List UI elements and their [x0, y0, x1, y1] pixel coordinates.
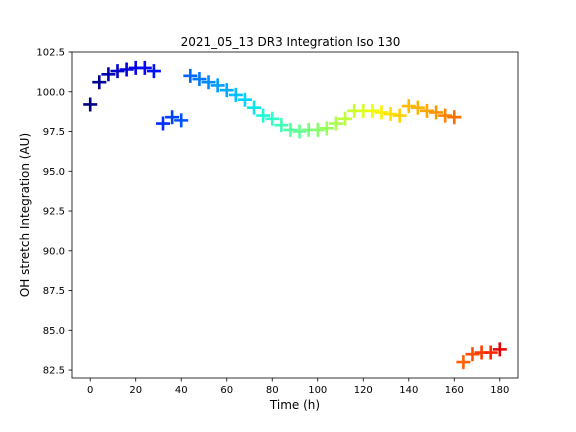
plot-area	[72, 52, 518, 378]
data-point	[328, 116, 343, 131]
y-tick-label: 102.5	[36, 48, 65, 59]
plot-frame	[71, 51, 519, 379]
data-point	[456, 355, 471, 370]
data-point	[119, 62, 134, 77]
data-point	[265, 111, 280, 126]
y-tick-label: 90.0	[43, 246, 65, 257]
data-point	[492, 342, 507, 357]
data-point	[319, 121, 334, 136]
data-point	[183, 68, 198, 83]
data-points	[83, 60, 507, 370]
x-tick-label: 100	[308, 385, 327, 396]
data-point	[156, 116, 171, 131]
y-tick-label: 85.0	[43, 326, 65, 337]
x-tick-label: 160	[445, 385, 464, 396]
y-axis-ticks: 82.5 85.0 87.5 90.0 92.5 95.0 97.5 100.0 102.5	[36, 48, 72, 377]
data-point	[192, 72, 207, 87]
data-point	[274, 118, 289, 133]
data-point	[219, 83, 234, 98]
data-point	[447, 110, 462, 125]
data-point	[101, 67, 116, 82]
data-point	[228, 87, 243, 102]
x-axis-ticks: 0 20 40 60 80 100 120 140 160 180	[87, 378, 509, 396]
data-point	[401, 99, 416, 114]
data-point	[292, 124, 307, 139]
data-point	[483, 345, 498, 360]
chart-title: 2021_05_13 DR3 Integration Iso 130	[181, 35, 401, 49]
y-tick-label: 97.5	[43, 127, 65, 138]
data-point	[438, 108, 453, 123]
x-tick-label: 120	[354, 385, 373, 396]
data-point	[338, 111, 353, 126]
data-point	[310, 122, 325, 137]
data-point	[365, 103, 380, 118]
data-point	[465, 347, 480, 362]
data-point	[429, 105, 444, 120]
x-tick-label: 80	[266, 385, 279, 396]
y-tick-label: 82.5	[43, 366, 65, 377]
x-tick-label: 40	[175, 385, 188, 396]
data-point	[410, 100, 425, 115]
data-point	[247, 100, 262, 115]
data-point	[92, 75, 107, 90]
data-point	[419, 103, 434, 118]
y-tick-label: 95.0	[43, 167, 65, 178]
data-point	[392, 108, 407, 123]
y-tick-label: 100.0	[36, 87, 65, 98]
data-point	[256, 108, 271, 123]
y-tick-label: 92.5	[43, 207, 65, 218]
data-point	[137, 60, 152, 75]
x-tick-label: 140	[399, 385, 418, 396]
data-point	[201, 75, 216, 90]
x-tick-label: 60	[220, 385, 233, 396]
data-point	[83, 97, 98, 112]
x-tick-label: 0	[87, 385, 93, 396]
x-tick-label: 180	[490, 385, 509, 396]
y-tick-label: 87.5	[43, 286, 65, 297]
x-tick-label: 20	[129, 385, 142, 396]
data-point	[174, 113, 189, 128]
data-point	[146, 64, 161, 79]
y-axis-label: OH stretch Integration (AU)	[18, 133, 32, 297]
data-point	[237, 92, 252, 107]
data-point	[383, 107, 398, 122]
x-axis-label: Time (h)	[269, 398, 320, 412]
data-point	[374, 105, 389, 120]
data-point	[165, 110, 180, 125]
data-point	[283, 122, 298, 137]
data-point	[210, 78, 225, 93]
data-point	[110, 64, 125, 79]
